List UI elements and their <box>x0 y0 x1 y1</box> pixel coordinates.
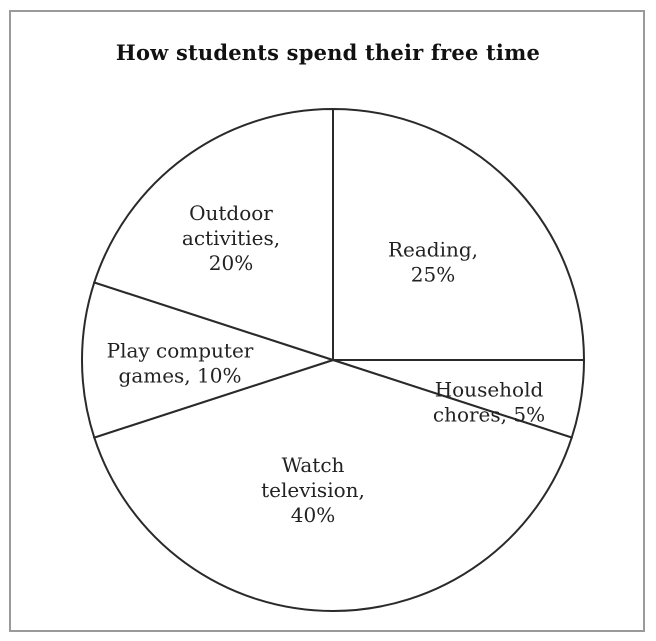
slice-label-line: Play computer <box>107 339 254 363</box>
slice-label-outdoor-activities: Outdoor activities, 20% <box>182 201 280 275</box>
slice-label-line: activities, <box>182 226 280 250</box>
chart-title: How students spend their free time <box>115 40 541 65</box>
slice-label-line: Household <box>435 378 544 402</box>
slice-label-reading: Reading, 25% <box>388 238 478 287</box>
slice-label-line: games, 10% <box>119 364 242 388</box>
slice-label-play-computer-games: Play computer games, 10% <box>107 339 254 388</box>
pie-slice-watch-television <box>93 358 573 613</box>
slice-label-line: 40% <box>291 503 335 527</box>
slice-label-line: Reading, <box>388 238 478 262</box>
pie-slice-play-computer-games <box>80 281 337 439</box>
slice-label-line: 25% <box>411 263 455 287</box>
slice-label-line: 20% <box>209 251 253 275</box>
pie-slice-reading <box>332 107 586 361</box>
slice-label-line: Watch <box>282 453 345 477</box>
slice-label-household-chores: Household chores, 5% <box>433 378 545 427</box>
slice-label-line: television, <box>261 478 365 502</box>
slice-label-line: Outdoor <box>189 201 273 225</box>
slice-label-watch-television: Watch television, 40% <box>261 453 365 527</box>
pie-slice-outdoor-activities <box>93 107 334 362</box>
slice-label-line: chores, 5% <box>433 403 545 427</box>
